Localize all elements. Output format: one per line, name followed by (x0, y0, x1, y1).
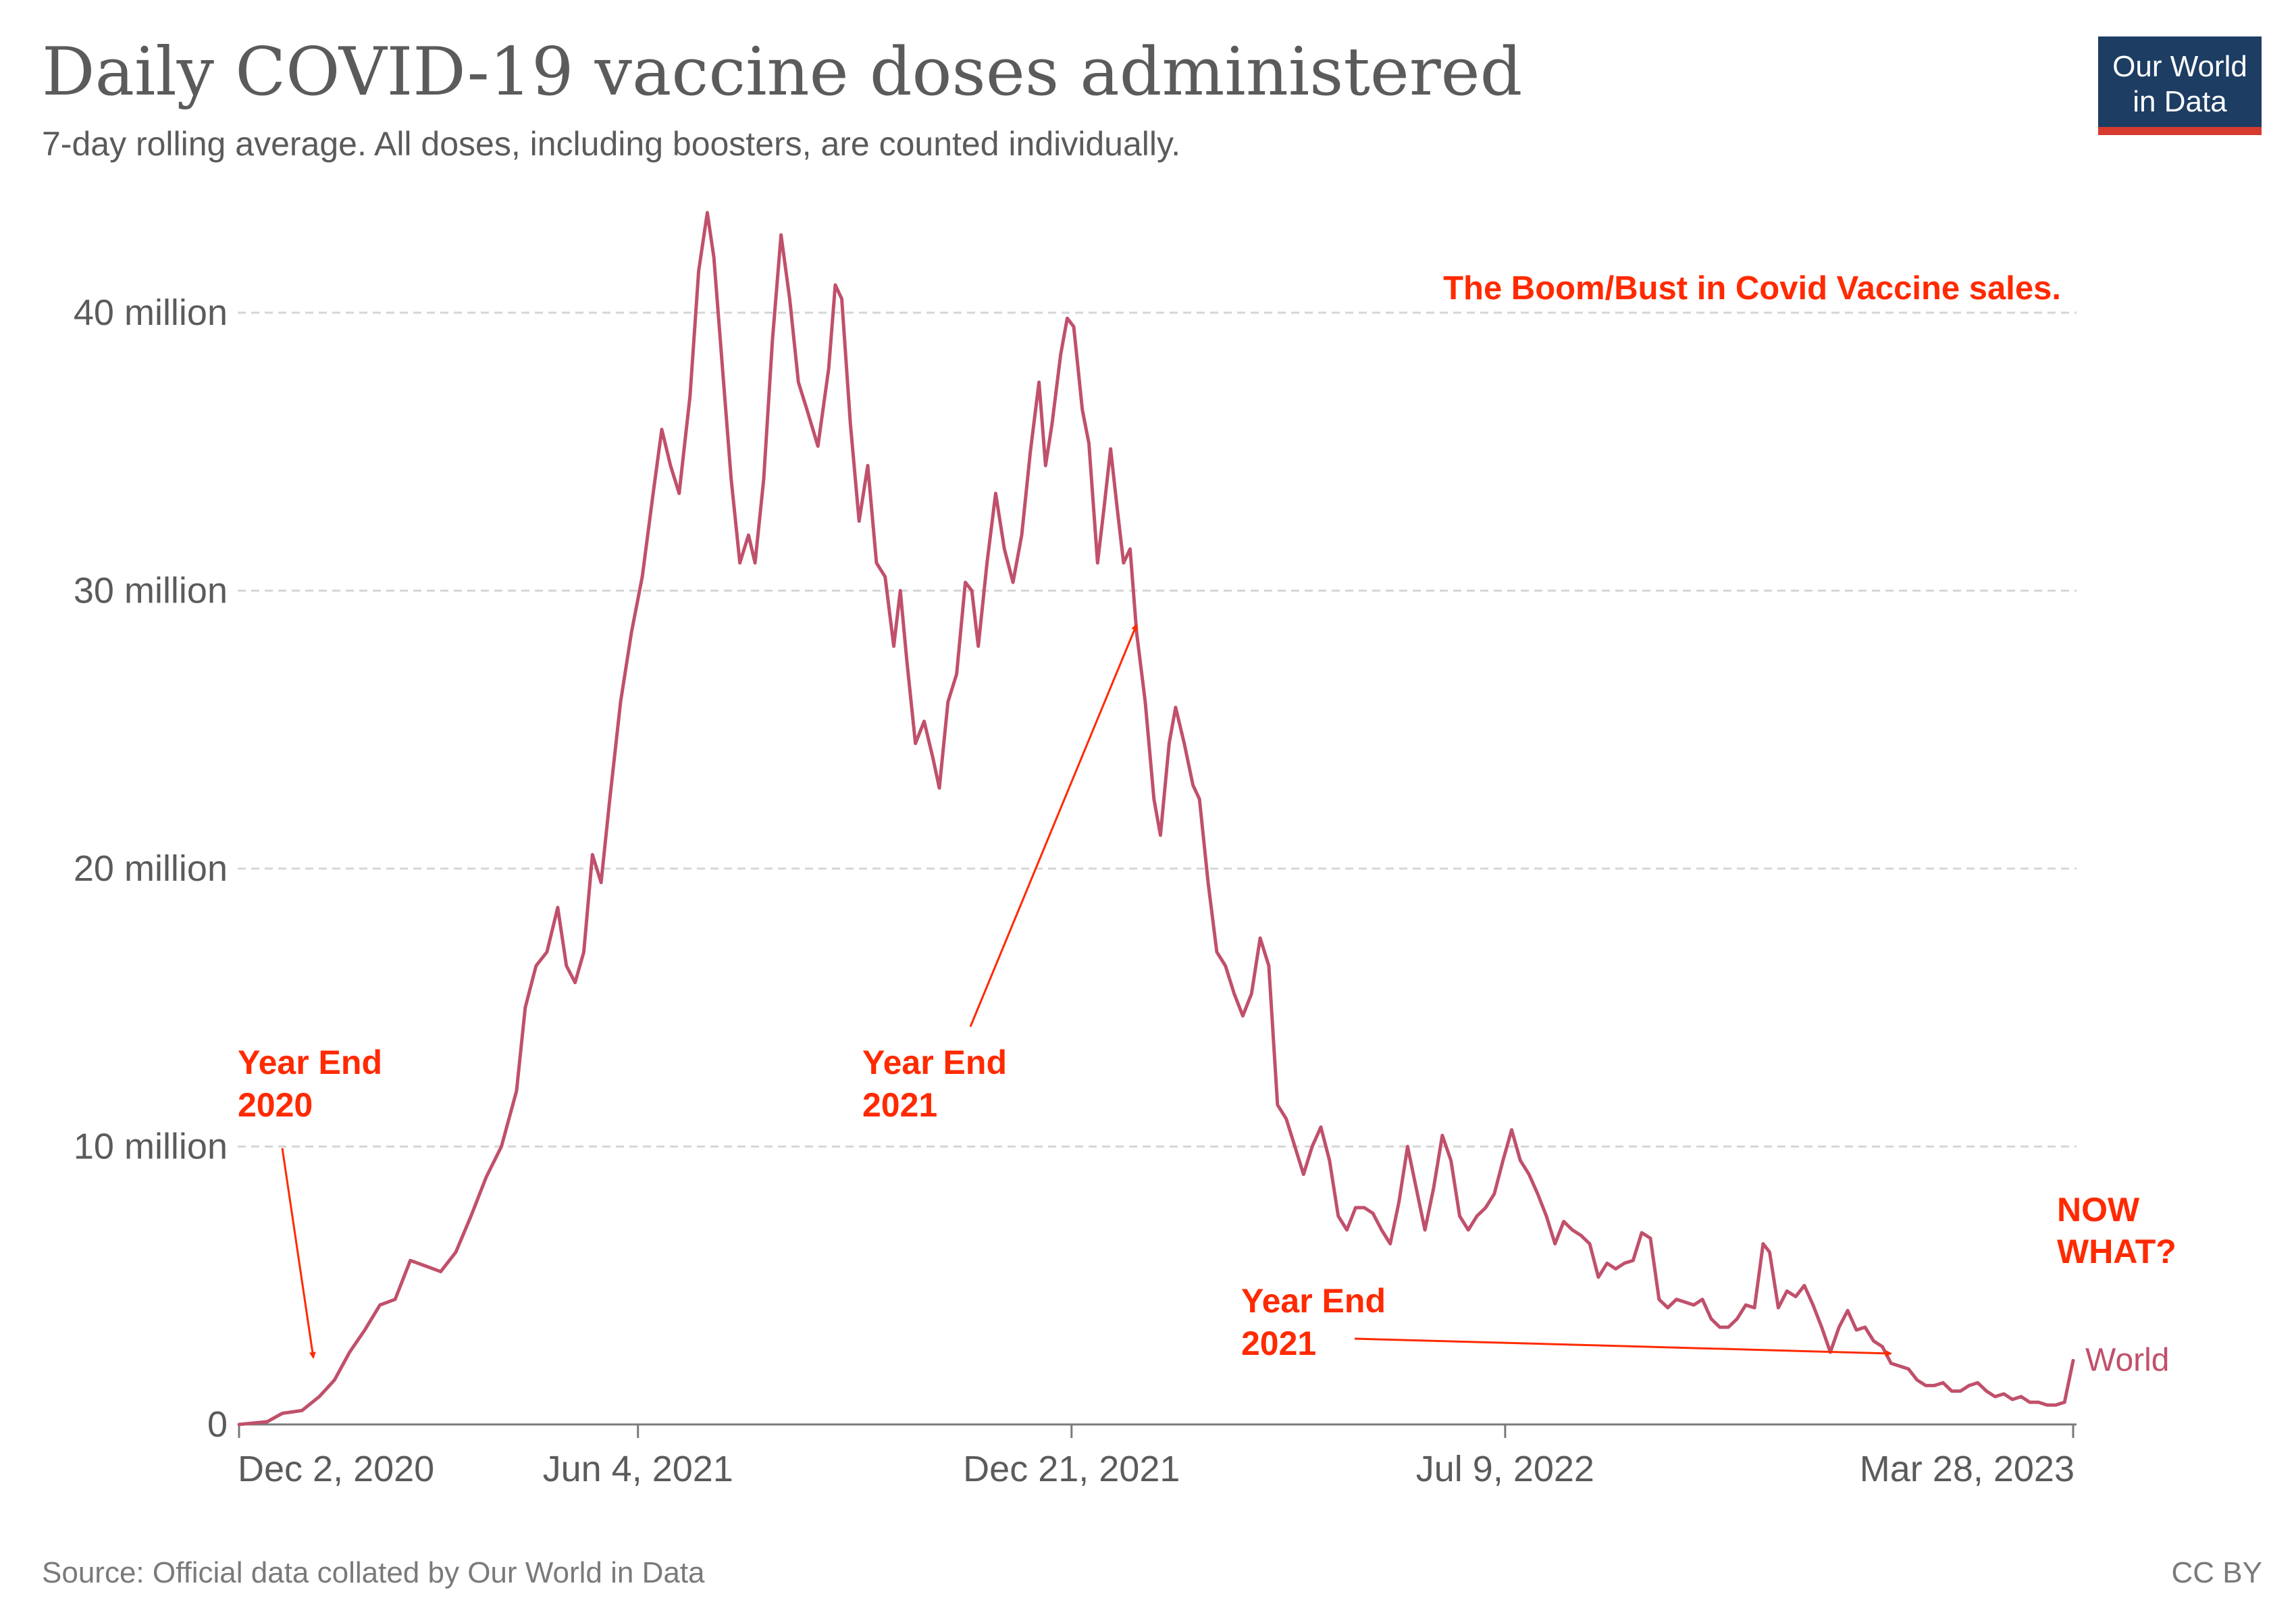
annotation-year-end-2020-line2: 2020 (238, 1086, 313, 1124)
x-tick-label: Jun 4, 2021 (543, 1449, 733, 1489)
arrow-year-end-2021-a (969, 623, 1138, 1027)
arrow-year-end-2021-b (1354, 1337, 1892, 1357)
logo-background (2098, 36, 2262, 127)
y-tick-label: 30 million (74, 571, 228, 611)
y-tick-label: 0 (207, 1404, 228, 1445)
annotation-now-what-line2: WHAT? (2057, 1233, 2176, 1270)
annotation-year-end-2021-a-line2: 2021 (862, 1086, 937, 1124)
arrow-year-end-2020 (281, 1148, 316, 1359)
y-tick-label: 40 million (74, 292, 228, 333)
annotation-year-end-2021-b-line2: 2021 (1241, 1324, 1316, 1362)
owid-logo[interactable]: Our World in Data (2098, 36, 2262, 135)
annotation-now-what-line1: NOW (2057, 1191, 2140, 1229)
annotation-year-end-2020: Year End 2020 (238, 1044, 382, 1359)
annotation-year-end-2021-a-line1: Year End (862, 1044, 1007, 1081)
x-axis-ticks: Dec 2, 2020 Jun 4, 2021 Dec 21, 2021 Jul 9,… (238, 1424, 2075, 1489)
series-end-label: World (2085, 1342, 2169, 1378)
series-layer: World (237, 211, 2169, 1426)
series-line-world[interactable] (237, 211, 2075, 1426)
x-tick-label: Dec 2, 2020 (238, 1449, 434, 1489)
x-tick-label: Jul 9, 2022 (1416, 1449, 1594, 1489)
license-note[interactable]: CC BY (2172, 1556, 2262, 1589)
y-axis-ticks: 0 10 million 20 million 30 million 40 millio… (74, 292, 228, 1445)
x-tick-label: Dec 21, 2021 (963, 1449, 1180, 1489)
annotation-year-end-2021-a: Year End 2021 (862, 623, 1138, 1124)
y-tick-label: 20 million (74, 848, 228, 889)
grid-lines (238, 311, 2077, 1148)
annotation-headline: The Boom/Bust in Covid Vaccine sales. (1443, 270, 2061, 307)
chart-subtitle: 7-day rolling average. All doses, includ… (42, 125, 1180, 163)
y-tick-label: 10 million (74, 1127, 228, 1167)
annotation-year-end-2020-line1: Year End (238, 1044, 382, 1081)
logo-line-2: in Data (2133, 85, 2227, 118)
annotation-year-end-2021-b-line1: Year End (1241, 1282, 1386, 1320)
annotation-now-what: NOW WHAT? (2057, 1191, 2176, 1270)
annotation-year-end-2021-b: Year End 2021 (1241, 1282, 1892, 1362)
logo-line-1: Our World (2112, 50, 2247, 83)
logo-accent-bar (2098, 127, 2262, 135)
x-tick-label: Mar 28, 2023 (1860, 1449, 2075, 1489)
chart-title: Daily COVID-19 vaccine doses administere… (42, 34, 1522, 111)
source-note[interactable]: Source: Official data collated by Our Wo… (42, 1556, 705, 1589)
